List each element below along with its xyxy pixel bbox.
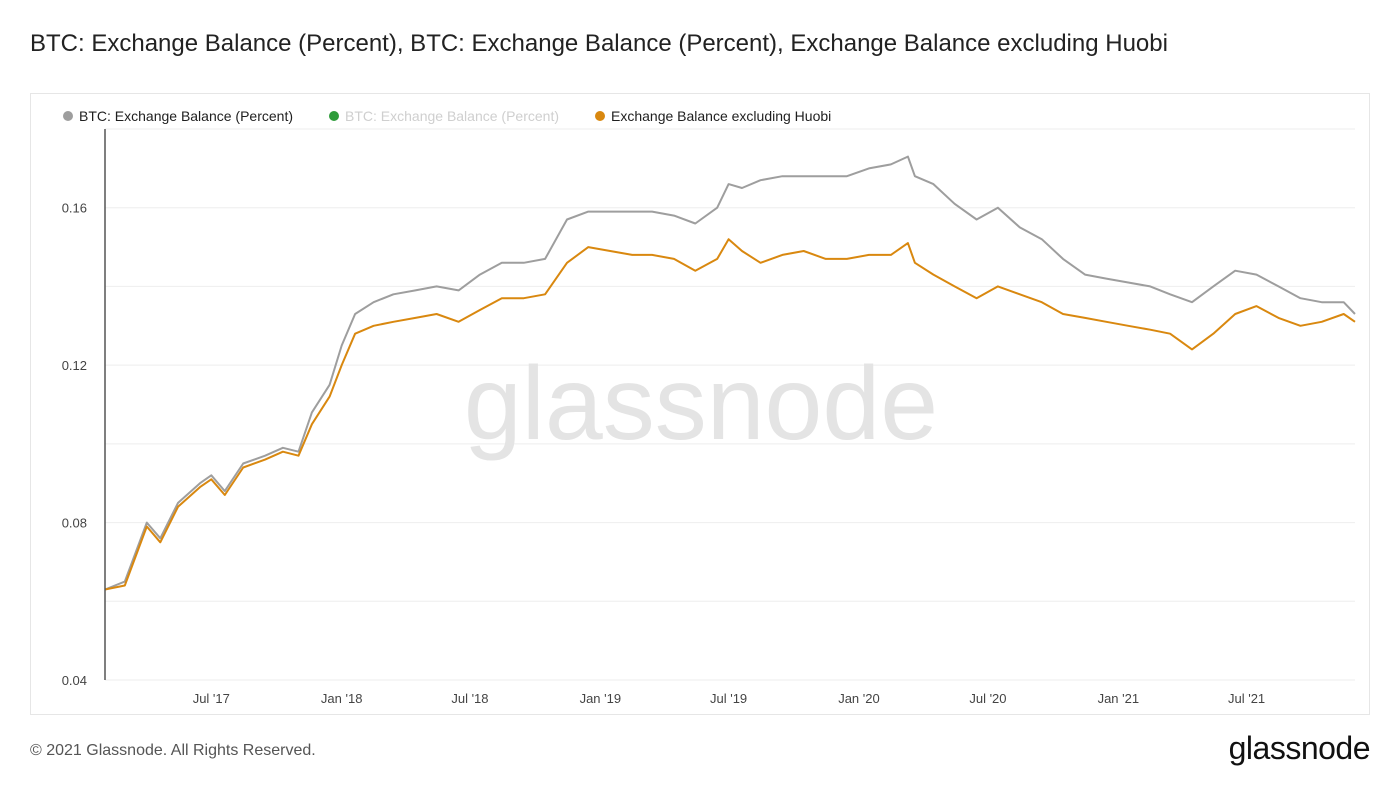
legend-label: BTC: Exchange Balance (Percent) [345,108,559,124]
x-tick-label: Jul '17 [193,691,230,706]
chart-panel: 0.04 0.08 0.12 0.16 Jul '17 Jan '18 Jul '18 Jan… [30,93,1370,715]
copyright-text: © 2021 Glassnode. All Rights Reserved. [30,742,316,759]
page-title: BTC: Exchange Balance (Percent), BTC: Ex… [30,30,1168,57]
legend-item-grey[interactable]: BTC: Exchange Balance (Percent) [63,108,293,124]
x-tick-label: Jan '18 [321,691,363,706]
series-line-grey [104,155,1356,591]
legend-dot-grey [63,111,73,121]
series-line-orange [104,238,1356,591]
legend-dot-orange [595,111,605,121]
legend-dot-green [329,111,339,121]
x-tick-label: Jul '19 [710,691,747,706]
x-tick-label: Jan '21 [1098,691,1140,706]
y-tick-label: 0.16 [62,201,87,216]
y-tick-label: 0.12 [62,358,87,373]
x-tick-label: Jul '20 [969,691,1006,706]
legend-label: Exchange Balance excluding Huobi [611,108,832,124]
x-tick-label: Jul '18 [451,691,488,706]
chart-legend: BTC: Exchange Balance (Percent) BTC: Exc… [63,108,831,124]
legend-label: BTC: Exchange Balance (Percent) [79,108,293,124]
chart-svg: 0.04 0.08 0.12 0.16 Jul '17 Jan '18 Jul '18 Jan… [62,128,1356,706]
y-tick-label: 0.04 [62,673,87,688]
x-tick-label: Jul '21 [1228,691,1265,706]
watermark-text: glassnode [464,346,938,462]
brand-logo: glassnode [1228,730,1371,766]
x-tick-label: Jan '20 [838,691,880,706]
y-tick-label: 0.08 [62,516,87,531]
legend-item-green[interactable]: BTC: Exchange Balance (Percent) [329,108,559,124]
x-tick-label: Jan '19 [580,691,622,706]
legend-item-orange[interactable]: Exchange Balance excluding Huobi [595,108,831,124]
